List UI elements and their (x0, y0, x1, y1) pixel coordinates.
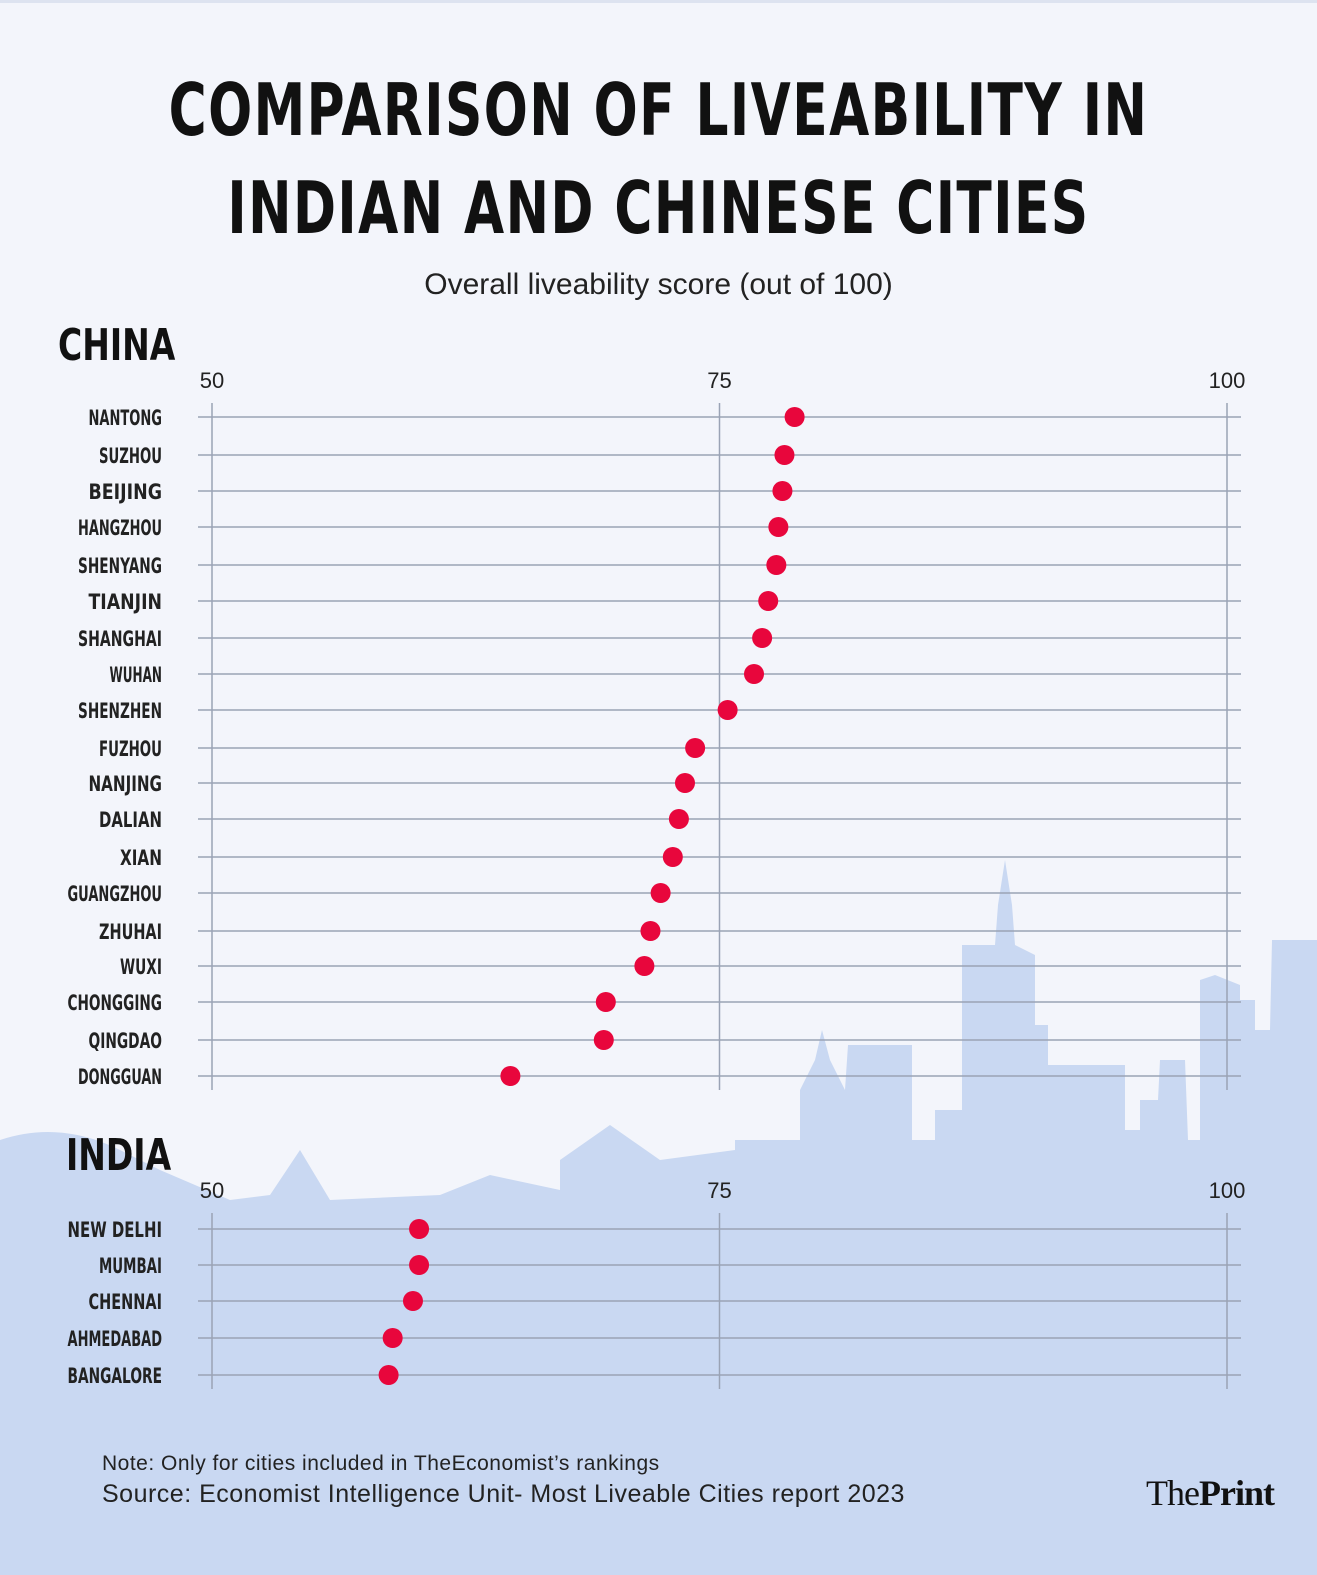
city-label: SUZHOU (99, 444, 162, 468)
data-point (634, 956, 655, 976)
city-label: QINGDAO (89, 1029, 163, 1053)
data-point (772, 481, 793, 501)
city-label: AHMEDABAD (68, 1327, 163, 1351)
city-label: SHENZHEN (78, 699, 162, 723)
city-label: BANGALORE (68, 1364, 163, 1388)
city-label: FUZHOU (99, 737, 162, 761)
data-point (685, 738, 706, 758)
data-point (402, 1291, 423, 1311)
chart-title-line-2: INDIAN AND CHINESE CITIES (227, 166, 1090, 250)
data-point (593, 1030, 614, 1050)
data-point (378, 1365, 399, 1385)
city-label: SHANGHAI (78, 627, 162, 651)
city-label: SHENYANG (78, 554, 162, 578)
city-label: WUXI (120, 955, 162, 979)
data-point (744, 664, 765, 684)
city-label: DONGGUAN (78, 1065, 162, 1089)
x-tick-label: 50 (200, 1178, 224, 1203)
data-point (784, 407, 805, 427)
city-label: WUHAN (110, 663, 163, 687)
data-point (640, 921, 661, 941)
data-point (382, 1328, 403, 1348)
city-label: GUANGZHOU (68, 882, 163, 906)
x-tick-label: 50 (200, 368, 224, 393)
city-label: NANJING (89, 772, 163, 796)
data-point (774, 445, 795, 465)
data-point (662, 847, 683, 867)
data-point (752, 628, 773, 648)
data-point (409, 1219, 430, 1239)
data-point (768, 517, 789, 537)
data-point (668, 809, 689, 829)
city-label: HANGZHOU (78, 516, 162, 540)
data-point (766, 555, 787, 575)
data-point (500, 1066, 521, 1086)
data-point (595, 992, 616, 1012)
city-label: DALIAN (99, 808, 162, 832)
data-point (717, 700, 738, 720)
data-point (650, 883, 671, 903)
x-tick-label: 75 (707, 368, 731, 393)
city-label: CHONGGING (68, 991, 163, 1015)
data-point (674, 773, 695, 793)
section-label-china: CHINA (58, 320, 176, 371)
chart-subtitle: Overall liveability score (out of 100) (424, 268, 893, 301)
city-label: MUMBAI (99, 1254, 162, 1278)
city-label: BEIJING (89, 480, 163, 504)
logo-print: Print (1198, 1473, 1275, 1513)
city-label: CHENNAI (89, 1290, 163, 1314)
source-text: Source: Economist Intelligence Unit- Mos… (102, 1480, 905, 1508)
data-point (758, 591, 779, 611)
theprint-logo: ThePrint (1146, 1472, 1275, 1514)
chart-title-line-1: COMPARISON OF LIVEABILITY IN (168, 68, 1149, 152)
city-label: NANTONG (89, 406, 163, 430)
data-point (409, 1255, 430, 1275)
city-label: ZHUHAI (99, 920, 162, 944)
city-label: TIANJIN (89, 590, 163, 614)
city-label: NEW DELHI (68, 1218, 163, 1242)
logo-the: The (1146, 1473, 1200, 1513)
x-tick-label: 75 (707, 1178, 731, 1203)
x-tick-label: 100 (1209, 368, 1246, 393)
x-tick-label: 100 (1209, 1178, 1246, 1203)
city-label: XIAN (120, 846, 162, 870)
section-label-india: INDIA (66, 1130, 172, 1181)
note-text: Note: Only for cities included in TheEco… (102, 1452, 660, 1475)
